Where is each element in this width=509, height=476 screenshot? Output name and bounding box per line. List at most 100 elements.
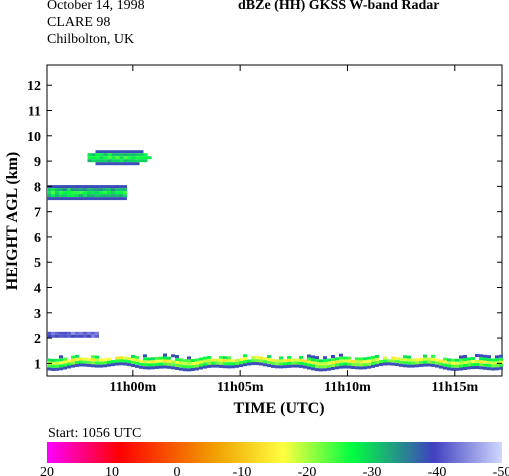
echo-cell: [239, 364, 243, 368]
echo-cell: [111, 360, 115, 364]
echo-cell: [99, 156, 104, 160]
echo-cell: [175, 367, 179, 370]
echo-cell: [123, 188, 127, 192]
echo-cell: [147, 360, 151, 364]
echo-cell: [111, 153, 116, 157]
echo-cell: [83, 334, 87, 338]
y-tick-label: 7: [34, 206, 41, 221]
campaign-label: CLARE 98: [47, 15, 111, 30]
echo-cell: [479, 363, 483, 367]
echo-cell: [91, 364, 95, 368]
echo-cell: [167, 365, 171, 369]
echo-cell: [287, 361, 291, 365]
echo-cell: [339, 362, 343, 366]
echo-cell: [135, 162, 140, 166]
echo-cell: [311, 364, 315, 368]
echo-cell: [103, 361, 107, 365]
echo-cell: [439, 359, 443, 363]
echo-cell: [147, 156, 152, 160]
echo-cell: [87, 194, 91, 198]
echo-cell: [287, 355, 291, 359]
echo-cell: [211, 361, 215, 365]
echo-cell: [107, 159, 112, 163]
echo-cell: [119, 188, 123, 192]
echo-cell: [207, 361, 211, 365]
echo-cell: [67, 191, 71, 195]
echo-cell: [47, 364, 51, 368]
colorbar-tick-label: 20: [40, 465, 54, 476]
echo-cell: [139, 156, 144, 160]
echo-cell: [447, 361, 451, 365]
echo-cell: [107, 197, 111, 201]
echo-cell: [95, 162, 100, 166]
echo-cell: [455, 364, 459, 368]
echo-cell: [483, 363, 487, 367]
echo-cell: [471, 360, 475, 364]
echo-cell: [347, 365, 351, 369]
echo-cell: [335, 360, 339, 364]
echo-cell: [131, 156, 136, 160]
echo-cell: [335, 357, 339, 361]
echo-cell: [463, 367, 467, 370]
echo-cell: [59, 367, 63, 371]
echo-cell: [103, 153, 108, 157]
x-axis-title: TIME (UTC): [233, 400, 324, 417]
echo-cell: [455, 361, 459, 365]
echo-cell: [283, 359, 287, 363]
echo-cell: [123, 359, 127, 363]
echo-cell: [87, 331, 91, 335]
echo-cell: [111, 188, 115, 192]
echo-cell: [203, 365, 207, 369]
echo-cell: [111, 162, 116, 166]
echo-cell: [75, 197, 79, 201]
echo-cell: [315, 356, 319, 360]
echo-cell: [163, 359, 167, 363]
echo-cell: [107, 191, 111, 195]
echo-cell: [359, 366, 363, 370]
echo-cell: [131, 361, 135, 364]
echo-cell: [139, 359, 143, 363]
echo-cell: [479, 360, 483, 364]
echo-cell: [95, 185, 99, 189]
echo-cell: [59, 334, 63, 338]
echo-cell: [171, 360, 175, 364]
echo-cell: [319, 368, 323, 372]
echo-cell: [403, 355, 407, 359]
echo-cell: [91, 331, 95, 335]
echo-cell: [431, 360, 435, 364]
echo-cell: [315, 365, 319, 369]
echo-cell: [143, 366, 147, 370]
echo-cell: [115, 356, 119, 360]
echo-cell: [459, 361, 463, 365]
date-label: October 14, 1998: [47, 0, 145, 13]
echo-cell: [79, 197, 83, 201]
echo-cell: [439, 365, 443, 369]
echo-cell: [131, 159, 136, 163]
echo-cell: [75, 363, 79, 367]
echo-cell: [71, 191, 75, 195]
echo-cell: [271, 358, 275, 362]
echo-cell: [119, 197, 123, 201]
echo-cell: [79, 334, 83, 338]
echo-cell: [163, 353, 167, 357]
echo-cell: [131, 153, 136, 157]
echo-cell: [231, 365, 235, 369]
echo-cell: [147, 366, 151, 370]
echo-cell: [407, 358, 411, 362]
echo-cell: [387, 359, 391, 363]
echo-cell: [399, 360, 403, 364]
echo-cell: [127, 162, 132, 166]
echo-cell: [447, 367, 451, 371]
echo-cell: [63, 363, 67, 367]
echo-cell: [347, 359, 351, 363]
echo-cell: [103, 159, 108, 163]
echo-cell: [171, 363, 175, 367]
echo-cell: [463, 361, 467, 364]
echo-cell: [107, 360, 111, 364]
echo-cell: [151, 363, 155, 367]
echo-cell: [87, 159, 92, 163]
echo-cell: [83, 331, 87, 335]
echo-cell: [139, 365, 143, 369]
echo-cell: [115, 194, 119, 198]
